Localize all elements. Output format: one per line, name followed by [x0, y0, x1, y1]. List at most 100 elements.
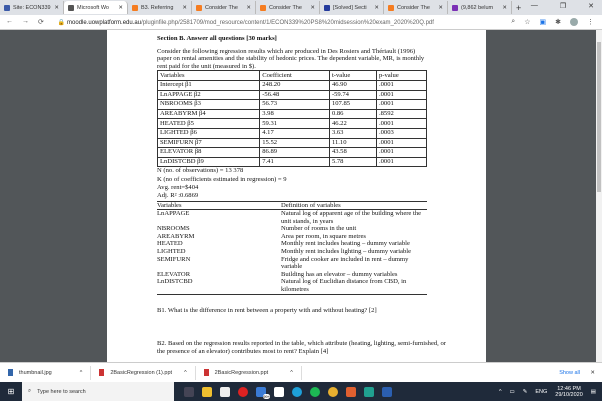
date: 29/10/2020: [555, 391, 583, 398]
show-all-button[interactable]: Show all: [559, 369, 580, 376]
puzzle-icon[interactable]: ✱: [555, 19, 561, 26]
forward-icon[interactable]: →: [22, 18, 29, 25]
download-name: 2BasicRegression.ppt: [214, 369, 269, 376]
tab-label: Consider The: [269, 4, 302, 11]
star-icon[interactable]: ☆: [524, 19, 531, 26]
chevron-up-icon[interactable]: ^: [184, 369, 187, 376]
lock-icon: 🔒: [57, 19, 68, 26]
chevron-up-icon[interactable]: ^: [79, 369, 83, 376]
table-cell: SEMIFURN: [157, 255, 191, 263]
table-cell: .0001: [375, 89, 428, 101]
download-item[interactable]: 2BasicRegression.ppt ^: [196, 365, 302, 380]
scrollbar-thumb[interactable]: [597, 42, 601, 192]
table-cell: 3.63: [328, 127, 377, 139]
zoom-icon[interactable]: ⌕: [511, 18, 516, 25]
browser-tab[interactable]: Microsoft Wo ✕: [64, 1, 128, 14]
favicon-icon: [196, 4, 202, 11]
minimize-icon[interactable]: —: [530, 2, 538, 9]
table-cell: 46.22: [328, 118, 377, 129]
table-row: AREABYRM Area per room, in square metres: [157, 233, 427, 241]
url-field[interactable]: 🔒 moodle.uowplatform.edu.au/pluginfile.p…: [58, 19, 434, 26]
browser-tab[interactable]: [Solved] Secti ✕: [320, 1, 384, 14]
tab-label: [Solved] Secti: [333, 4, 367, 11]
close-window-icon[interactable]: ✕: [588, 3, 594, 10]
file-icon[interactable]: [274, 386, 284, 397]
edge-icon[interactable]: [292, 386, 302, 397]
search-icon: ⌕: [28, 388, 32, 394]
regression-stats: N (no. of observations) = 13 378 K (no of…: [157, 167, 486, 200]
notifications-icon[interactable]: ▤: [590, 388, 596, 395]
chrome-icon[interactable]: [328, 386, 338, 397]
table-row: LnAPPAGE Natural log of apparent age of t…: [157, 210, 427, 226]
column-header: p-value: [375, 70, 428, 81]
back-icon[interactable]: ←: [6, 18, 13, 25]
table-cell: .8592: [375, 108, 428, 120]
restore-icon[interactable]: ❐: [559, 3, 567, 10]
taskbar: ⊞ ⌕ Type here to search 99+ ^ ▭ ✎ ENG 12:…: [0, 382, 602, 401]
browser-tab[interactable]: B3. Referring ✕: [128, 1, 192, 14]
column-header: t-value: [328, 70, 377, 81]
language-indicator[interactable]: ENG: [535, 388, 548, 395]
table-row: AREABYRM β4 3.98 0.86.8592: [156, 108, 428, 120]
close-tab-icon[interactable]: ✕: [374, 4, 379, 11]
browser-tab[interactable]: Site: ECON339 ✕: [0, 1, 64, 14]
browser-tab[interactable]: Consider The ✕: [256, 1, 320, 14]
spotify-icon[interactable]: [310, 386, 320, 397]
table-cell: ELEVATOR β8: [156, 147, 261, 158]
browser-tab[interactable]: Consider The ✕: [384, 1, 448, 14]
table-cell: NBROOMS β3: [156, 99, 261, 110]
favicon-icon: [132, 4, 138, 11]
table-cell: SEMIFURN β7: [156, 137, 261, 149]
table-cell: 15.52: [259, 137, 330, 149]
download-item[interactable]: 2BasicRegression (1).ppt ^: [91, 365, 196, 380]
taskbar-search[interactable]: ⌕ Type here to search: [22, 382, 174, 401]
menu-icon[interactable]: ⋮: [587, 19, 594, 26]
table-cell: 248.20: [259, 79, 330, 91]
badge: 99+: [263, 393, 270, 399]
task-view-icon[interactable]: [184, 386, 194, 397]
column-header: Definition of variables: [281, 200, 427, 211]
close-tab-icon[interactable]: ✕: [438, 4, 443, 11]
favicon-icon: [260, 4, 266, 11]
pen-icon[interactable]: ✎: [522, 388, 528, 395]
browser-tab[interactable]: (9,862 belum ✕: [448, 1, 512, 14]
mail-icon[interactable]: 99+: [256, 386, 270, 399]
reload-icon[interactable]: ⟳: [38, 19, 44, 26]
chevron-up-icon[interactable]: ^: [290, 369, 293, 376]
file-explorer-icon[interactable]: [202, 386, 212, 397]
app-icon[interactable]: [364, 386, 374, 397]
scrollbar[interactable]: [596, 30, 602, 362]
table-cell: Fridge and cooker are included in rent –…: [281, 255, 409, 271]
table-cell: Monthly rent includes heating – dummy va…: [281, 240, 410, 248]
close-tab-icon[interactable]: ✕: [246, 4, 251, 11]
new-tab-button[interactable]: +: [516, 2, 522, 13]
download-item[interactable]: thumbnail.jpg ^: [0, 365, 92, 380]
table-cell: .0001: [375, 147, 428, 158]
opera-icon[interactable]: [238, 386, 248, 397]
close-icon[interactable]: ✕: [590, 369, 595, 376]
table-cell: -56.48: [259, 89, 330, 101]
close-tab-icon[interactable]: ✕: [182, 4, 187, 11]
store-icon[interactable]: [220, 386, 230, 397]
word-icon[interactable]: [382, 386, 392, 397]
favicon-icon: [4, 4, 10, 11]
definitions-table: Variables Definition of variables LnAPPAGE…: [157, 200, 427, 295]
table-cell: Natural log of apparent age of the build…: [281, 210, 422, 225]
network-icon[interactable]: ▭: [509, 388, 515, 395]
question-b1: B1. What is the difference in rent betwe…: [157, 306, 377, 314]
browser-tab[interactable]: Consider The ✕: [192, 1, 256, 14]
close-tab-icon[interactable]: ✕: [118, 4, 123, 11]
avatar[interactable]: [570, 18, 578, 26]
close-tab-icon[interactable]: ✕: [54, 4, 59, 11]
table-cell: -59.74: [328, 89, 377, 101]
column-header: Variables: [157, 200, 281, 211]
powerpoint-icon[interactable]: [346, 386, 356, 397]
table-cell: 107.85: [328, 99, 377, 110]
question-b2: B2. Based on the regression results repo…: [157, 340, 446, 355]
extension-new-icon[interactable]: ▣: [539, 19, 547, 26]
clock[interactable]: 12:46 PM 29/10/2020: [555, 386, 583, 398]
windows-start-icon[interactable]: ⊞: [7, 387, 15, 396]
chevron-up-icon[interactable]: ^: [498, 388, 502, 395]
close-tab-icon[interactable]: ✕: [502, 4, 507, 11]
close-tab-icon[interactable]: ✕: [310, 4, 315, 11]
